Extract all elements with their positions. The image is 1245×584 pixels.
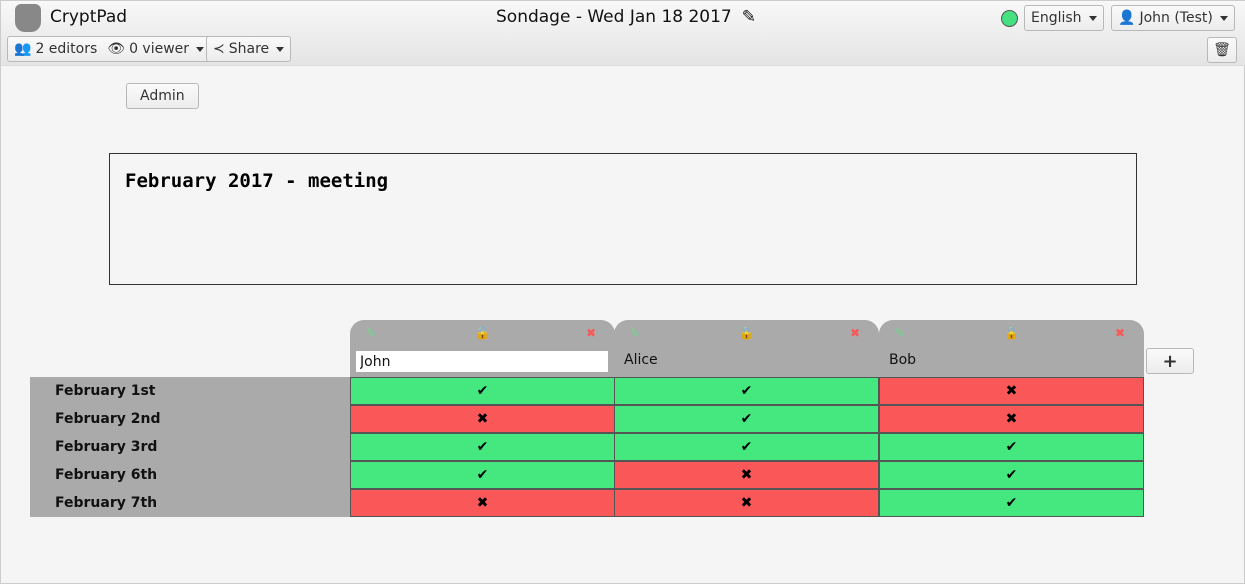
- lock-icon[interactable]: 🔒: [739, 326, 754, 340]
- caret-down-icon: [276, 46, 285, 52]
- column-header: ✎ 🔓 ✖: [350, 320, 615, 377]
- poll-cell[interactable]: ✔: [614, 405, 879, 433]
- app-name: CryptPad: [50, 7, 128, 27]
- poll-cell[interactable]: ✔: [879, 433, 1144, 461]
- pad-title[interactable]: Sondage - Wed Jan 18 2017 ✎: [496, 7, 756, 27]
- caret-down-icon: [1219, 15, 1228, 21]
- caret-down-icon: [1088, 15, 1097, 21]
- poll-cell[interactable]: ✖: [614, 489, 879, 517]
- poll-cell[interactable]: ✔: [614, 433, 879, 461]
- poll-cell[interactable]: ✖: [350, 405, 615, 433]
- lock-icon[interactable]: 🔒: [1004, 326, 1019, 340]
- add-column-button[interactable]: +: [1146, 348, 1194, 374]
- edit-icon[interactable]: ✎: [895, 326, 906, 340]
- remove-column-icon[interactable]: ✖: [1115, 326, 1126, 340]
- column-header: ✎ 🔒 ✖ Bob: [879, 320, 1144, 377]
- poll-cell[interactable]: ✔: [879, 461, 1144, 489]
- column-name-input[interactable]: [356, 351, 608, 372]
- poll-cell[interactable]: ✔: [350, 377, 615, 405]
- admin-label: Admin: [140, 88, 185, 104]
- row-label: February 1st: [30, 377, 350, 405]
- poll-cell[interactable]: ✖: [879, 377, 1144, 405]
- viewers-count: 0 viewer: [129, 41, 190, 57]
- column-header: ✎ 🔒 ✖ Alice: [614, 320, 879, 377]
- poll-cell[interactable]: ✖: [879, 405, 1144, 433]
- pad-title-text: Sondage - Wed Jan 18 2017: [496, 7, 732, 27]
- user-label: John (Test): [1139, 10, 1213, 26]
- eye-icon: 👁: [107, 41, 126, 57]
- share-icon: ≺: [213, 41, 225, 57]
- poll-cell[interactable]: ✔: [614, 377, 879, 405]
- pencil-icon[interactable]: ✎: [741, 7, 756, 27]
- trash-button[interactable]: 🗑: [1207, 37, 1237, 63]
- language-dropdown[interactable]: English: [1024, 5, 1104, 31]
- edit-icon[interactable]: ✎: [366, 326, 377, 340]
- row-label: February 2nd: [30, 405, 350, 433]
- caret-down-icon: [196, 46, 205, 52]
- users-dropdown[interactable]: 👥 2 editors 👁 0 viewer: [7, 36, 212, 62]
- poll-cell[interactable]: ✔: [879, 489, 1144, 517]
- poll-cell[interactable]: ✖: [614, 461, 879, 489]
- connection-status-icon: [1001, 10, 1018, 27]
- row-label: February 7th: [30, 489, 350, 517]
- trash-icon: 🗑: [1213, 42, 1231, 58]
- cryptpad-logo-icon: [15, 4, 41, 32]
- column-name: Alice: [624, 352, 658, 368]
- language-label: English: [1031, 10, 1082, 26]
- plus-icon: +: [1162, 350, 1178, 372]
- row-label: February 3rd: [30, 433, 350, 461]
- unlock-icon[interactable]: 🔓: [475, 326, 490, 340]
- poll-cell[interactable]: ✔: [350, 461, 615, 489]
- editors-count: 2 editors: [35, 41, 98, 57]
- poll-cell[interactable]: ✔: [350, 433, 615, 461]
- poll-cell[interactable]: ✖: [350, 489, 615, 517]
- remove-column-icon[interactable]: ✖: [850, 326, 861, 340]
- admin-button[interactable]: Admin: [126, 83, 199, 109]
- column-name: Bob: [889, 352, 917, 368]
- remove-column-icon[interactable]: ✖: [586, 326, 597, 340]
- poll-description[interactable]: February 2017 - meeting: [109, 153, 1137, 285]
- share-button[interactable]: ≺ Share: [206, 36, 292, 62]
- share-label: Share: [228, 41, 270, 57]
- toolbar: CryptPad Sondage - Wed Jan 18 2017 ✎ Engl…: [1, 1, 1245, 66]
- edit-icon[interactable]: ✎: [630, 326, 641, 340]
- users-icon: 👥: [14, 41, 32, 57]
- user-menu[interactable]: 👤 John (Test): [1111, 5, 1235, 31]
- row-label: February 6th: [30, 461, 350, 489]
- user-icon: 👤: [1118, 10, 1136, 26]
